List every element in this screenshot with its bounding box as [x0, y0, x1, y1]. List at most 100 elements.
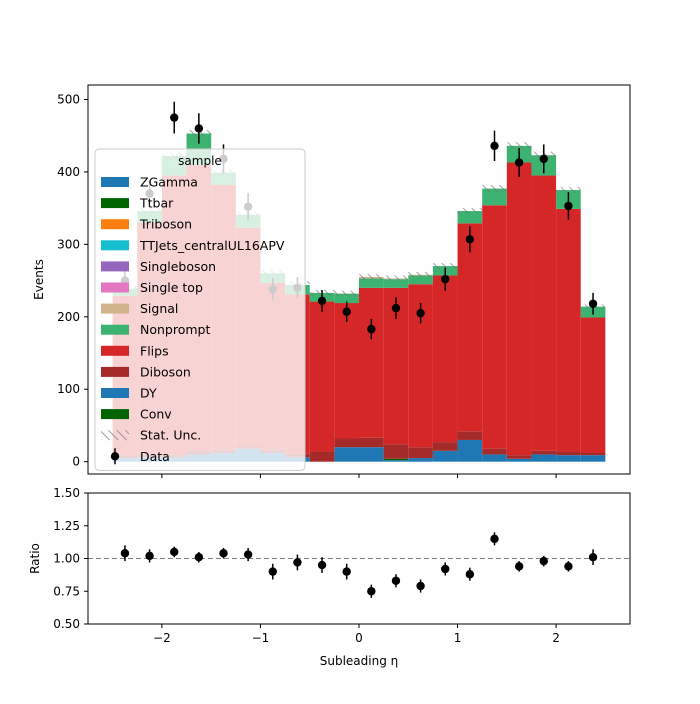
data-point-13 — [441, 274, 450, 284]
data-point-9 — [342, 307, 351, 316]
stat-unc-band-13 — [432, 263, 458, 269]
bar-flips-17 — [531, 175, 557, 451]
main-y-tick-label-500: 500 — [57, 92, 80, 106]
legend-swatch-signal — [101, 303, 129, 314]
bar-nonprompt-14 — [457, 211, 483, 224]
bar-dy-13 — [432, 450, 458, 462]
bar-diboson-16 — [506, 455, 532, 459]
ratio-point-3 — [194, 552, 204, 562]
legend-swatch-stat-unc — [101, 430, 129, 441]
legend-swatch-zgamma — [101, 177, 129, 187]
bar-diboson-11 — [383, 444, 409, 459]
data-point-17 — [539, 154, 548, 164]
bar-flips-13 — [432, 275, 458, 443]
ratio-y-axis-label: Ratio — [28, 543, 42, 574]
legend-swatch-flips — [101, 345, 129, 356]
legend-swatch-ttbar — [101, 198, 129, 209]
stat-unc-band-10 — [359, 274, 384, 280]
x-tick-label--2: −2 — [153, 631, 171, 645]
bar-diboson-13 — [432, 442, 458, 451]
bar-diboson-17 — [531, 450, 557, 455]
bar-nonprompt-12 — [408, 275, 433, 285]
x-tick-label-1: 1 — [454, 631, 462, 645]
ratio-y-tick-label-1.5: 1.50 — [53, 486, 80, 500]
bar-nonprompt-10 — [359, 278, 384, 288]
stat-unc-band-11 — [383, 275, 409, 282]
legend-swatch-ttjets-centralul16apv — [101, 240, 129, 251]
ratio-points — [120, 532, 598, 598]
x-tick-label-2: 2 — [552, 631, 560, 645]
legend-label-single-top: Single top — [140, 280, 203, 295]
data-point-3 — [194, 124, 204, 133]
data-point-8 — [317, 296, 327, 306]
bar-dy-16 — [506, 458, 532, 462]
ratio-axes: 0.50 0.75 1.00 1.25 1.50 −2 −1 0 1 2 Ratio — [28, 486, 560, 645]
bar-dy-11 — [383, 460, 409, 462]
data-point-15 — [490, 141, 499, 151]
legend-label-triboson: Triboson — [139, 217, 192, 232]
bar-flips-18 — [556, 208, 581, 452]
bar-dy-18 — [556, 455, 581, 462]
main-y-tick-label-100: 100 — [57, 382, 80, 396]
legend-label-conv: Conv — [140, 407, 172, 422]
data-point-10 — [367, 324, 376, 334]
data-point-19 — [588, 299, 598, 308]
legend-label-flips: Flips — [140, 343, 169, 358]
legend-title: sample — [178, 154, 222, 168]
bar-dy-17 — [531, 454, 557, 462]
ratio-y-tick-label-0.5: 0.50 — [53, 617, 80, 631]
bar-flips-9 — [334, 303, 359, 439]
legend-label-ttjets-centralul16apv: TTJets_centralUL16APV — [139, 238, 285, 253]
ratio-point-15 — [490, 534, 499, 544]
bar-dy-9 — [334, 447, 359, 462]
data-point-16 — [514, 158, 524, 167]
ratio-point-10 — [367, 587, 376, 596]
bar-diboson-18 — [556, 451, 581, 456]
bar-nonprompt-9 — [334, 293, 359, 304]
data-point-12 — [416, 308, 425, 318]
legend-swatch-conv — [101, 409, 129, 420]
legend-swatch-single-top — [101, 282, 129, 293]
main-y-tick-label-300: 300 — [57, 237, 80, 251]
x-tick-label-0: 0 — [355, 631, 363, 645]
ratio-point-2 — [170, 547, 179, 557]
legend-label-zgamma: ZGamma — [140, 175, 198, 190]
stat-unc-band-16 — [506, 142, 532, 150]
data-point-14 — [465, 235, 475, 244]
stat-unc-band-12 — [408, 271, 433, 278]
legend-label-nonprompt: Nonprompt — [140, 322, 210, 337]
data-point-18 — [564, 201, 573, 211]
bar-diboson-12 — [408, 447, 433, 459]
x-axis-label: Subleading η — [320, 654, 399, 668]
ratio-point-18 — [564, 562, 573, 571]
legend-label-stat-unc: Stat. Unc. — [140, 428, 201, 443]
ratio-point-6 — [268, 567, 277, 576]
main-axes: 0 100 200 300 400 500 Events — [32, 92, 557, 478]
bar-flips-14 — [457, 223, 483, 432]
ratio-y-tick-label-0.75: 0.75 — [53, 584, 80, 598]
legend-label-signal: Signal — [140, 301, 178, 316]
bar-dy-14 — [457, 439, 483, 462]
ratio-point-5 — [243, 550, 253, 559]
ratio-y-tick-label-1: 1.00 — [53, 552, 80, 566]
legend: sample ZGamma Ttbar Triboson TTJets_centralU… — [94, 148, 306, 471]
ratio-point-16 — [514, 562, 524, 571]
legend-label-diboson: Diboson — [140, 364, 191, 379]
ratio-point-8 — [317, 560, 327, 570]
main-y-tick-label-0: 0 — [72, 455, 80, 469]
legend-label-dy: DY — [140, 386, 157, 401]
stat-unc-band-9 — [334, 290, 359, 297]
ratio-point-7 — [293, 558, 302, 567]
stat-unc-band-14 — [457, 208, 483, 214]
bar-nonprompt-15 — [482, 188, 507, 206]
ratio-point-9 — [342, 567, 351, 576]
legend-swatch-singleboson — [101, 261, 129, 272]
legend-swatch-nonprompt — [101, 324, 129, 335]
bar-diboson-10 — [359, 437, 384, 448]
bar-nonprompt-11 — [383, 279, 409, 288]
stat-unc-band-15 — [482, 184, 507, 193]
bar-diboson-9 — [334, 438, 359, 448]
ratio-point-12 — [416, 581, 425, 591]
